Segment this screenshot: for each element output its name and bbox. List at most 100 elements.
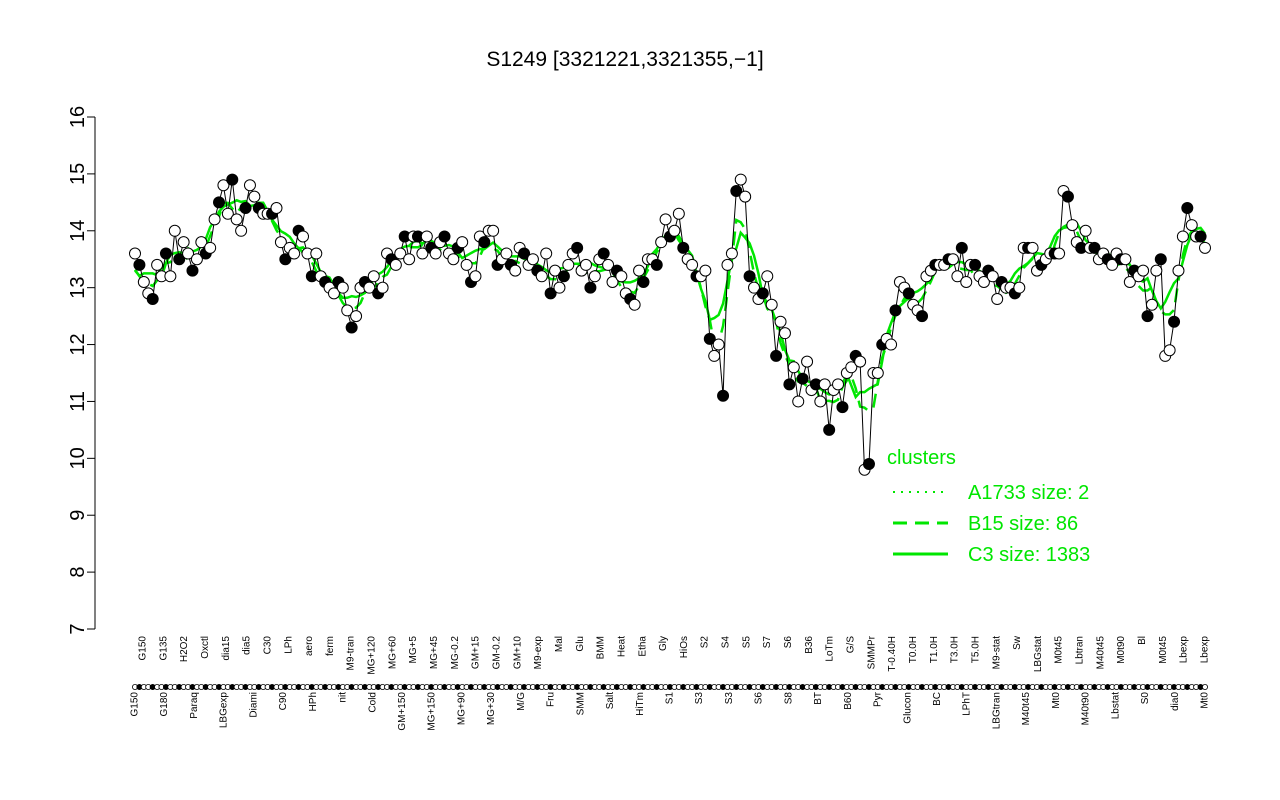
data-point: [376, 281, 389, 294]
data-point: [650, 258, 663, 271]
data-point: [310, 247, 323, 260]
data-point: [456, 236, 469, 249]
x-tick-label-top: GM+10: [512, 636, 523, 670]
data-point: [699, 264, 712, 277]
data-point: [655, 236, 668, 249]
x-tick-label-top: S5: [741, 636, 752, 649]
data-point: [960, 275, 973, 288]
x-tick-label-top: dia15: [221, 636, 232, 661]
x-tick-label-top: Lbtran: [1075, 636, 1086, 664]
x-tick-label-top: SMMPr: [866, 635, 877, 669]
data-point: [186, 264, 199, 277]
legend-label-a1733: A1733 size: 2: [968, 482, 1089, 504]
x-tick-label-top: T1.0H: [929, 636, 940, 663]
data-point: [279, 253, 292, 266]
data-point: [226, 173, 239, 186]
x-tick-label-top: LoTm: [825, 636, 836, 662]
x-tick-label-top: HiOs: [679, 636, 690, 658]
x-tick-label-top: G135: [158, 636, 169, 661]
chart-title: S1249 [3321221,3321355,−1]: [486, 48, 763, 71]
x-tick-label-top: ferm: [325, 636, 336, 656]
data-point: [1061, 190, 1074, 203]
x-tick-label-top: S6: [783, 636, 794, 649]
x-tick-label-top: M0t45: [1054, 636, 1065, 664]
data-point: [221, 207, 234, 220]
data-point: [159, 247, 172, 260]
data-point: [535, 270, 548, 283]
data-point: [845, 361, 858, 374]
x-tick-label-top: MG+45: [429, 636, 440, 670]
data-point: [1163, 344, 1176, 357]
data-point: [770, 349, 783, 362]
x-tick-label-bottom: Fru: [546, 692, 557, 707]
x-tick-label-top: T-0.40H: [887, 636, 898, 672]
data-point: [756, 287, 769, 300]
data-point: [969, 258, 982, 271]
data-point: [672, 207, 685, 220]
x-tick-label-bottom: Glucon: [902, 692, 913, 724]
data-point: [1176, 230, 1189, 243]
x-tick-label-top: GM-0.2: [492, 636, 503, 670]
x-tick-label-top: B36: [804, 636, 815, 654]
y-tick-label: 12: [67, 333, 89, 355]
data-point: [761, 270, 774, 283]
data-point: [297, 230, 310, 243]
data-point: [579, 258, 592, 271]
x-tick-label-top: T0.0H: [908, 636, 919, 663]
x-tick-label-bottom: LBGtran: [991, 692, 1002, 729]
data-point: [823, 423, 836, 436]
data-point: [725, 247, 738, 260]
x-marker: [1202, 684, 1209, 691]
data-point: [208, 213, 221, 226]
data-point: [1137, 264, 1150, 277]
y-tick-label: 8: [67, 567, 89, 578]
y-tick-label: 16: [67, 106, 89, 128]
data-point: [792, 395, 805, 408]
data-point: [1119, 253, 1132, 266]
x-tick-label-top: G150: [138, 636, 149, 661]
x-tick-label-top: MG+120: [367, 636, 378, 675]
x-tick-label-bottom: Salt: [605, 692, 616, 709]
data-point: [438, 230, 451, 243]
y-tick-label: 13: [67, 277, 89, 299]
x-tick-label-top: M9-tran: [346, 636, 357, 670]
data-point: [469, 270, 482, 283]
data-point: [403, 253, 416, 266]
data-point: [195, 236, 208, 249]
data-point: [1185, 219, 1198, 232]
data-point: [164, 270, 177, 283]
data-point: [739, 190, 752, 203]
data-point: [540, 247, 553, 260]
data-point: [327, 287, 340, 300]
x-tick-label-bottom: dia0: [1170, 692, 1181, 711]
data-point: [986, 270, 999, 283]
data-point: [478, 236, 491, 249]
x-tick-label-top: GM+15: [471, 636, 482, 670]
data-point: [778, 327, 791, 340]
x-tick-label-top: C30: [262, 636, 273, 655]
data-point: [765, 298, 778, 311]
y-tick-label: 7: [67, 623, 89, 634]
x-tick-label-bottom: BT: [813, 692, 824, 705]
x-tick-label-top: Mal: [554, 636, 565, 652]
data-point: [1150, 264, 1163, 277]
x-tick-label-top: M0t45: [1158, 636, 1169, 664]
data-point: [659, 213, 672, 226]
x-tick-label-top: H2O2: [179, 636, 190, 663]
x-tick-label-top: dia5: [242, 636, 253, 655]
x-tick-label-top: Bl: [1137, 636, 1148, 645]
x-tick-label-bottom: S3: [724, 692, 735, 705]
data-point: [955, 241, 968, 254]
data-point: [1141, 310, 1154, 323]
legend-label-b15: B15 size: 86: [968, 513, 1078, 535]
x-tick-label-top: MG-0.2: [450, 636, 461, 670]
legend-title: clusters: [887, 447, 956, 469]
data-point: [668, 224, 681, 237]
data-point: [862, 458, 875, 471]
data-point: [389, 258, 402, 271]
data-point: [217, 179, 230, 192]
data-point: [854, 355, 867, 368]
data-point: [1026, 241, 1039, 254]
data-point: [1181, 202, 1194, 215]
x-tick-label-bottom: GM+150: [397, 692, 408, 731]
